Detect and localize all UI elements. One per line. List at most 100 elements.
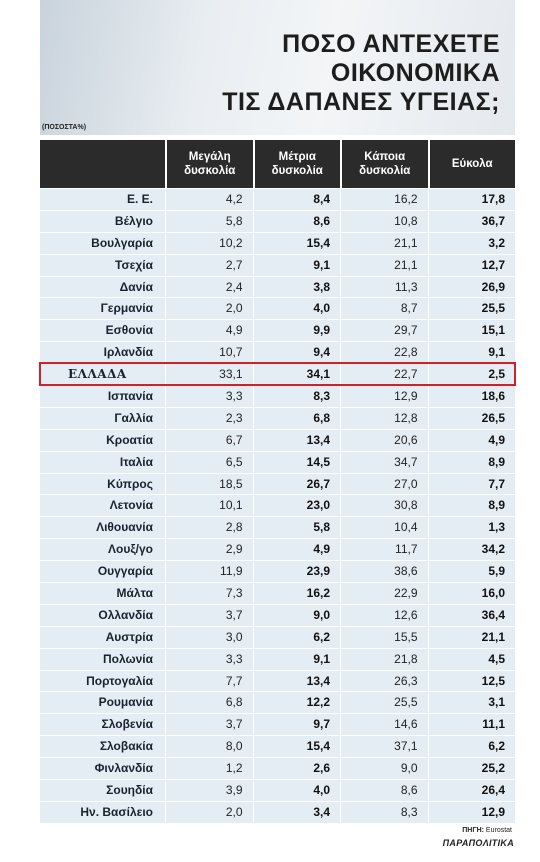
country-cell: Σλοβακία (40, 735, 165, 758)
value-cell: 3,9 (165, 779, 253, 802)
table-row: Μάλτα 7,3 16,2 22,9 16,0 (40, 582, 515, 605)
table-row: Ιταλία 6,5 14,5 34,7 8,9 (40, 450, 515, 473)
value-cell: 4,9 (427, 428, 515, 451)
value-cell: 9,1 (252, 647, 340, 670)
table-row: Τσεχία 2,7 9,1 21,1 12,7 (40, 253, 515, 276)
value-cell: 5,8 (252, 516, 340, 539)
value-cell: 20,6 (340, 428, 428, 451)
value-cell: 2,0 (165, 800, 253, 823)
value-cell: 6,2 (427, 735, 515, 758)
country-cell: Εσθονία (40, 319, 165, 342)
value-cell: 15,4 (252, 231, 340, 254)
header-cell: Κάποια δυσκολία (340, 140, 428, 188)
value-cell: 12,8 (340, 406, 428, 429)
value-cell: 21,1 (340, 231, 428, 254)
value-cell: 2,0 (165, 297, 253, 320)
value-cell: 8,3 (340, 800, 428, 823)
source: ΠΗΓΗ: Eurostat (462, 827, 512, 834)
value-cell: 4,9 (165, 319, 253, 342)
table-row: Βουλγαρία 10,2 15,4 21,1 3,2 (40, 231, 515, 254)
value-cell: 6,8 (252, 406, 340, 429)
value-cell: 8,3 (252, 385, 340, 408)
value-cell: 22,9 (340, 582, 428, 605)
table-row: Λιθουανία 2,8 5,8 10,4 1,3 (40, 516, 515, 539)
value-cell: 26,3 (340, 669, 428, 692)
value-cell: 11,9 (165, 560, 253, 583)
value-cell: 2,4 (165, 275, 253, 298)
header-cell (40, 140, 165, 188)
value-cell: 21,8 (340, 647, 428, 670)
value-cell: 10,2 (165, 231, 253, 254)
value-cell: 36,4 (427, 603, 515, 626)
value-cell: 23,0 (252, 494, 340, 517)
value-cell: 8,6 (340, 779, 428, 802)
value-cell: 3,3 (165, 647, 253, 670)
table-row: Σλοβακία 8,0 15,4 37,1 6,2 (40, 735, 515, 758)
value-cell: 6,5 (165, 450, 253, 473)
table-row: Λουξ/γο 2,9 4,9 11,7 34,2 (40, 538, 515, 561)
country-cell: ΕΛΛΑΔΑ (40, 363, 165, 386)
source-name: Eurostat (485, 827, 512, 834)
country-cell: Ολλανδία (40, 603, 165, 626)
value-cell: 29,7 (340, 319, 428, 342)
value-cell: 9,0 (252, 603, 340, 626)
value-cell: 9,4 (252, 341, 340, 364)
value-cell: 9,1 (427, 341, 515, 364)
value-cell: 4,0 (252, 779, 340, 802)
country-cell: Πολωνία (40, 647, 165, 670)
value-cell: 16,2 (340, 188, 428, 210)
value-cell: 38,6 (340, 560, 428, 583)
value-cell: 26,7 (252, 472, 340, 495)
table-row: Πολωνία 3,3 9,1 21,8 4,5 (40, 647, 515, 670)
value-cell: 16,0 (427, 582, 515, 605)
value-cell: 7,7 (165, 669, 253, 692)
value-cell: 36,7 (427, 209, 515, 232)
country-cell: Βουλγαρία (40, 231, 165, 254)
value-cell: 12,5 (427, 669, 515, 692)
country-cell: Δανία (40, 275, 165, 298)
value-cell: 3,1 (427, 691, 515, 714)
title-line: ΠΟΣΟ ΑΝΤΕΧΕΤΕ (282, 30, 500, 58)
value-cell: 9,0 (340, 757, 428, 780)
value-cell: 22,8 (340, 341, 428, 364)
value-cell: 11,3 (340, 275, 428, 298)
value-cell: 26,4 (427, 779, 515, 802)
country-cell: Κροατία (40, 428, 165, 451)
value-cell: 18,6 (427, 385, 515, 408)
value-cell: 30,8 (340, 494, 428, 517)
value-cell: 27,0 (340, 472, 428, 495)
title-line: ΤΙΣ ΔΑΠΑΝΕΣ ΥΓΕΙΑΣ; (222, 88, 500, 116)
table-row: Κροατία 6,7 13,4 20,6 4,9 (40, 428, 515, 451)
value-cell: 10,4 (340, 516, 428, 539)
table-row: Γαλλία 2,3 6,8 12,8 26,5 (40, 406, 515, 429)
table-row: Ουγγαρία 11,9 23,9 38,6 5,9 (40, 560, 515, 583)
header-cell: Εύκολα (427, 140, 516, 188)
country-cell: Αυστρία (40, 625, 165, 648)
table-row: Κύπρος 18,5 26,7 27,0 7,7 (40, 472, 515, 495)
title-line: ΟΙΚΟΝΟΜΙΚΑ (330, 59, 500, 87)
value-cell: 15,1 (427, 319, 515, 342)
value-cell: 7,7 (427, 472, 515, 495)
value-cell: 3,3 (165, 385, 253, 408)
value-cell: 2,6 (252, 757, 340, 780)
value-cell: 14,5 (252, 450, 340, 473)
country-cell: Βέλγιο (40, 209, 165, 232)
value-cell: 11,1 (427, 713, 515, 736)
table-row: Ιρλανδία 10,7 9,4 22,8 9,1 (40, 341, 515, 364)
value-cell: 4,9 (252, 538, 340, 561)
value-cell: 18,5 (165, 472, 253, 495)
value-cell: 9,7 (252, 713, 340, 736)
country-cell: Μάλτα (40, 582, 165, 605)
table-row: Σλοβενία 3,7 9,7 14,6 11,1 (40, 713, 515, 736)
brand: ΠΑΡΑΠΟΛΙΤΙΚΑ (442, 838, 514, 848)
title: ΠΟΣΟ ΑΝΤΕΧΕΤΕ ΟΙΚΟΝΟΜΙΚΑ ΤΙΣ ΔΑΠΑΝΕΣ ΥΓΕΙΑ… (222, 30, 500, 117)
value-cell: 3,2 (427, 231, 515, 254)
value-cell: 1,3 (427, 516, 515, 539)
table-row: Εσθονία 4,9 9,9 29,7 15,1 (40, 319, 515, 342)
table-row: Ρουμανία 6,8 12,2 25,5 3,1 (40, 691, 515, 714)
table-row: Ην. Βασίλειο 2,0 3,4 8,3 12,9 (40, 800, 515, 823)
table-row: Φινλανδία 1,2 2,6 9,0 25,2 (40, 757, 515, 780)
country-cell: Ιρλανδία (40, 341, 165, 364)
value-cell: 8,0 (165, 735, 253, 758)
